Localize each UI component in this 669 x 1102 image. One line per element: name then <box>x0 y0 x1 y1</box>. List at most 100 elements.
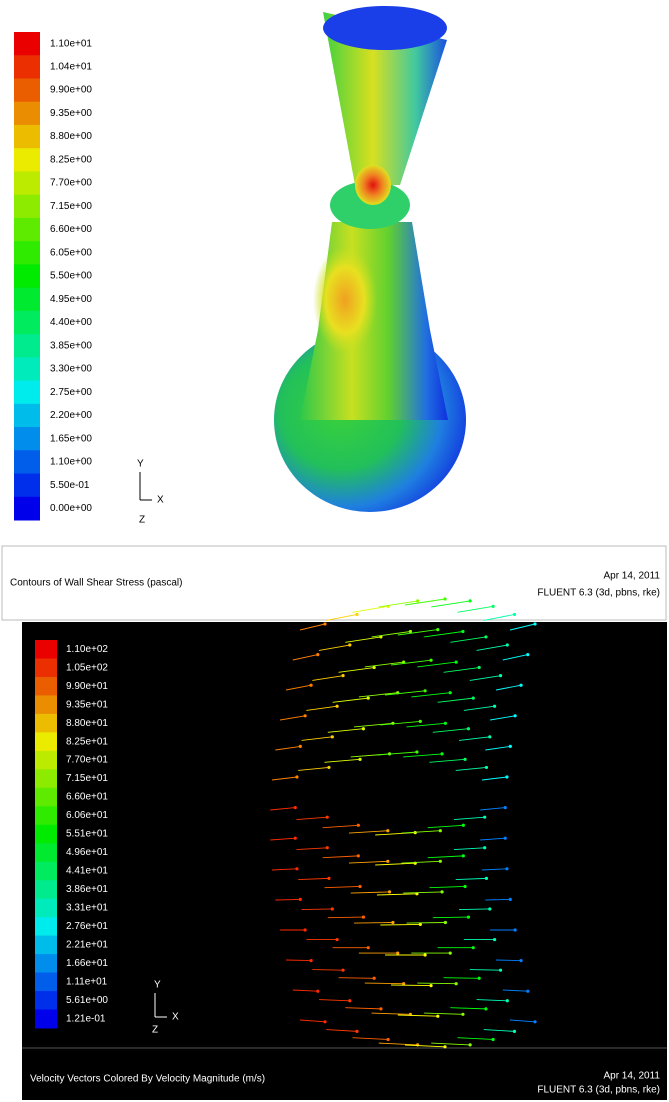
vector-view <box>22 622 667 1100</box>
legend-label: 9.35e+01 <box>66 699 108 710</box>
legend-label: 6.05e+00 <box>50 247 92 258</box>
legend-label: 2.20e+00 <box>50 410 92 421</box>
legend-swatch <box>35 917 57 936</box>
legend-swatch <box>35 973 57 992</box>
legend-swatch <box>14 357 40 381</box>
vector <box>496 960 521 961</box>
legend-swatch <box>35 843 57 862</box>
vector-head <box>415 750 418 753</box>
vector-head <box>355 1030 358 1033</box>
legend-swatch <box>14 241 40 265</box>
vector-head <box>526 653 529 656</box>
vector-head <box>357 854 360 857</box>
axis-label: X <box>157 495 164 506</box>
legend-swatch <box>35 862 57 881</box>
vector-head <box>493 705 496 708</box>
legend-label: 1.04e+01 <box>50 61 92 72</box>
legend-label: 2.76e+01 <box>66 921 108 932</box>
legend-swatch <box>35 677 57 696</box>
vector <box>459 909 490 910</box>
vector-head <box>478 977 481 980</box>
legend-label: 2.21e+01 <box>66 939 108 950</box>
vector-head <box>424 689 427 692</box>
vector-head <box>509 898 512 901</box>
legend-label: 3.31e+01 <box>66 903 108 914</box>
legend-label: 6.60e+00 <box>50 224 92 235</box>
vector-head <box>469 599 472 602</box>
vector-head <box>358 885 361 888</box>
wall-geometry <box>274 6 466 512</box>
legend-label: 1.65e+00 <box>50 433 92 444</box>
vector-head <box>327 766 330 769</box>
vector-head <box>335 705 338 708</box>
legend-label: 2.75e+00 <box>50 387 92 398</box>
legend-swatch <box>14 171 40 195</box>
vector-head <box>367 697 370 700</box>
legend-swatch <box>35 769 57 788</box>
vector-head <box>326 816 329 819</box>
legend-label: 0.00e+00 <box>50 503 92 514</box>
vector-head <box>323 1020 326 1023</box>
vector-head <box>439 860 442 863</box>
vector <box>444 978 480 979</box>
vector-head <box>436 628 439 631</box>
legend-swatch <box>35 936 57 955</box>
legend-swatch <box>35 954 57 973</box>
vector-head <box>449 951 452 954</box>
vector <box>328 917 364 918</box>
vector <box>485 899 510 900</box>
legend-label: 7.70e+01 <box>66 755 108 766</box>
vector <box>365 983 404 984</box>
vector-head <box>485 766 488 769</box>
legend-label: 1.10e+00 <box>50 457 92 468</box>
legend-label: 5.50e-01 <box>50 480 90 491</box>
vector-head <box>304 714 307 717</box>
legend-swatch <box>14 218 40 242</box>
legend-label: 5.51e+01 <box>66 829 108 840</box>
legend-swatch <box>35 825 57 844</box>
caption: Velocity Vectors Colored By Velocity Mag… <box>30 1074 265 1085</box>
vector-head <box>367 946 370 949</box>
vector <box>470 970 501 971</box>
legend-label: 4.96e+01 <box>66 847 108 858</box>
vector-head <box>519 684 522 687</box>
vector-head <box>341 674 344 677</box>
vector-head <box>499 674 502 677</box>
version: FLUENT 6.3 (3d, pbns, rke) <box>537 588 660 599</box>
vector-head <box>533 622 536 625</box>
vector-head <box>514 714 517 717</box>
vector-head <box>461 630 464 633</box>
vector-head <box>506 999 509 1002</box>
legend-swatch <box>14 450 40 474</box>
vector-head <box>461 1013 464 1016</box>
vector-head <box>309 684 312 687</box>
legend-swatch <box>35 880 57 899</box>
legend-label: 9.35e+00 <box>50 108 92 119</box>
legend-label: 9.90e+01 <box>66 681 108 692</box>
vector-head <box>391 921 394 924</box>
vector <box>286 960 311 961</box>
legend-label: 3.30e+00 <box>50 364 92 375</box>
vector-head <box>387 1038 390 1041</box>
screenshot: 1.10e+011.04e+019.90e+009.35e+008.80e+00… <box>0 0 669 1102</box>
vector-head <box>484 635 487 638</box>
vector-head <box>299 745 302 748</box>
vector-head <box>485 877 488 880</box>
vector-head <box>440 890 443 893</box>
legend-swatch <box>35 751 57 770</box>
vector-head <box>444 921 447 924</box>
legend-label: 1.21e-01 <box>66 1013 106 1024</box>
vector-head <box>455 661 458 664</box>
vector-head <box>335 938 338 941</box>
vector-head <box>309 959 312 962</box>
legend-label: 7.15e+00 <box>50 201 92 212</box>
legend-swatch <box>35 788 57 807</box>
vector <box>391 985 431 986</box>
axis-label: Y <box>154 980 161 991</box>
vector-head <box>469 1043 472 1046</box>
legend-label: 5.50e+00 <box>50 271 92 282</box>
vector <box>380 924 420 925</box>
vector-head <box>331 907 334 910</box>
legend-swatch <box>35 640 57 659</box>
vector-head <box>492 1038 495 1041</box>
